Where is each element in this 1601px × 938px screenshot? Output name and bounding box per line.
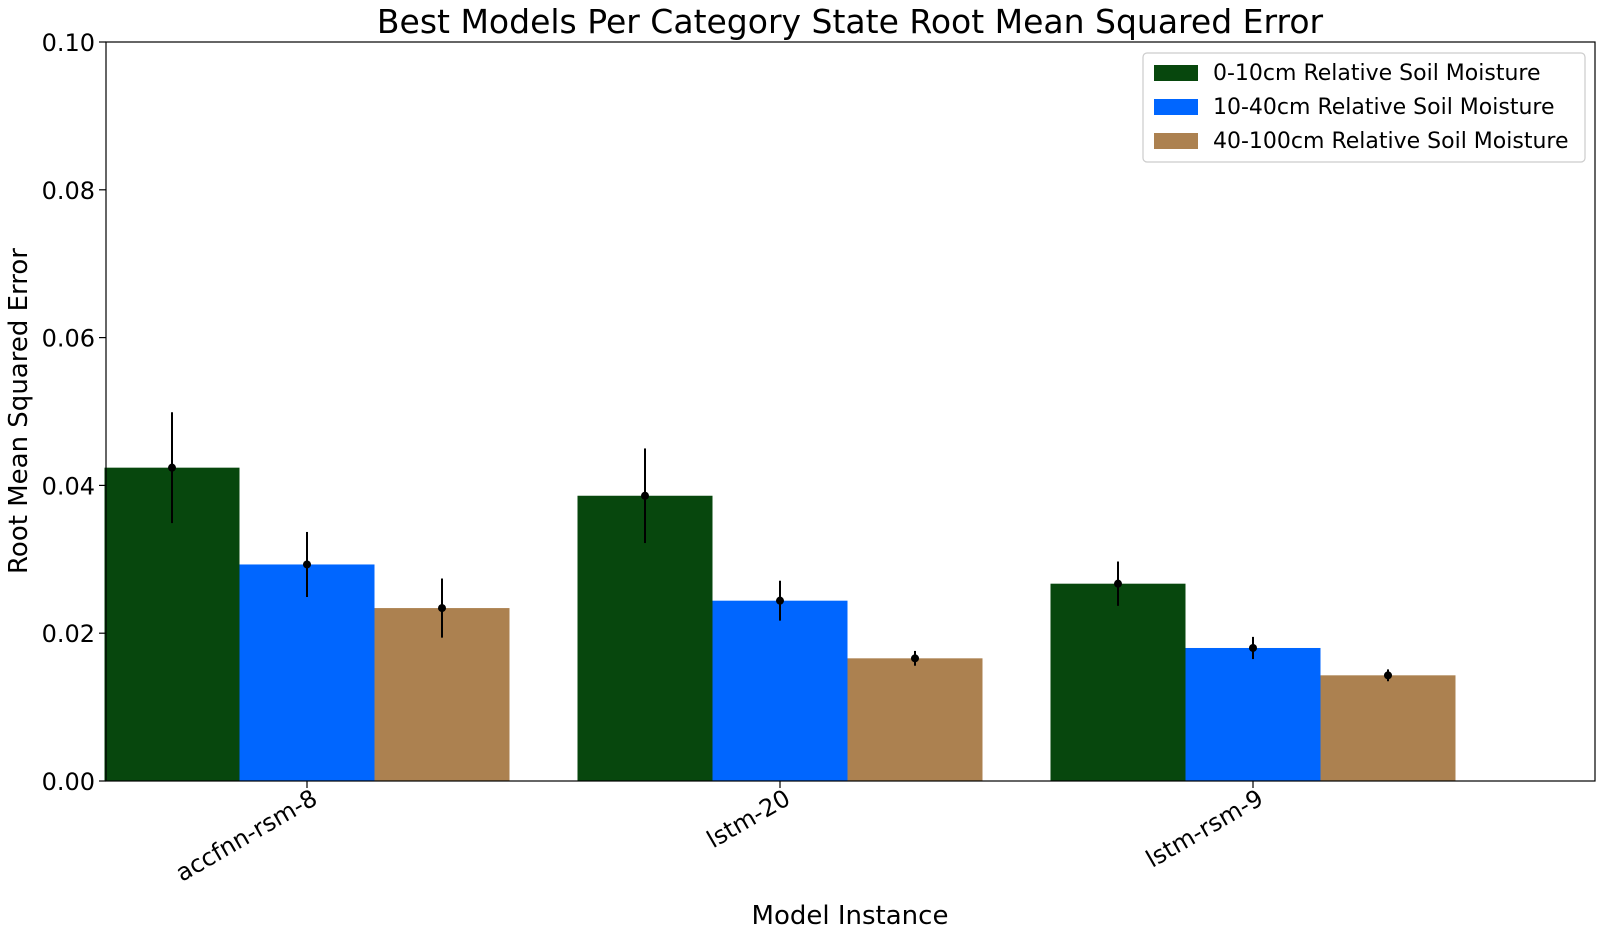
error-bar-point	[438, 604, 446, 613]
error-bar-point	[776, 596, 784, 605]
y-tick-label: 0.04	[42, 472, 95, 500]
legend-box	[1142, 52, 1586, 163]
x-tick-label: lstm-20	[702, 784, 795, 854]
plot-area	[104, 412, 1456, 781]
legend: 0-10cm Relative Soil Moisture 10-40cm Rel…	[1142, 52, 1586, 163]
legend-swatch	[1154, 133, 1198, 149]
bar	[1320, 675, 1456, 781]
x-axis-label: Model Instance	[752, 901, 949, 931]
error-bar-point	[303, 560, 311, 569]
bar	[712, 600, 848, 781]
y-tick-label: 0.06	[42, 325, 95, 353]
y-axis-label: Root Mean Squared Error	[4, 248, 34, 574]
bar	[1050, 583, 1186, 781]
legend-swatch	[1154, 65, 1198, 81]
x-axis: accfnn-rsm-8 lstm-20 lstm-rsm-9	[171, 781, 1268, 887]
error-bar-point	[641, 491, 649, 500]
bar	[1185, 647, 1321, 781]
legend-label: 0-10cm Relative Soil Moisture	[1213, 61, 1541, 86]
error-bar-point	[168, 463, 176, 472]
error-bar-point	[1249, 643, 1257, 652]
bar	[239, 564, 375, 781]
x-tick-label: lstm-rsm-9	[1141, 784, 1268, 873]
y-tick-label: 0.08	[42, 177, 95, 205]
error-bar-point	[1384, 671, 1392, 680]
x-tick-label: accfnn-rsm-8	[171, 784, 322, 887]
bar	[577, 495, 713, 781]
legend-swatch	[1154, 99, 1198, 115]
error-bar-point	[1114, 579, 1122, 588]
bar	[847, 658, 983, 781]
y-tick-label: 0.00	[42, 768, 95, 796]
legend-label: 40-100cm Relative Soil Moisture	[1213, 129, 1568, 154]
y-tick-label: 0.02	[42, 620, 95, 648]
error-bar-point	[911, 654, 919, 663]
y-axis: 0.00 0.02 0.04 0.06 0.08 0.10	[42, 29, 106, 796]
plot-frame	[105, 41, 1596, 782]
legend-label: 10-40cm Relative Soil Moisture	[1213, 95, 1554, 120]
chart-title: Best Models Per Category State Root Mean…	[377, 2, 1324, 41]
y-tick-label: 0.10	[42, 29, 95, 57]
